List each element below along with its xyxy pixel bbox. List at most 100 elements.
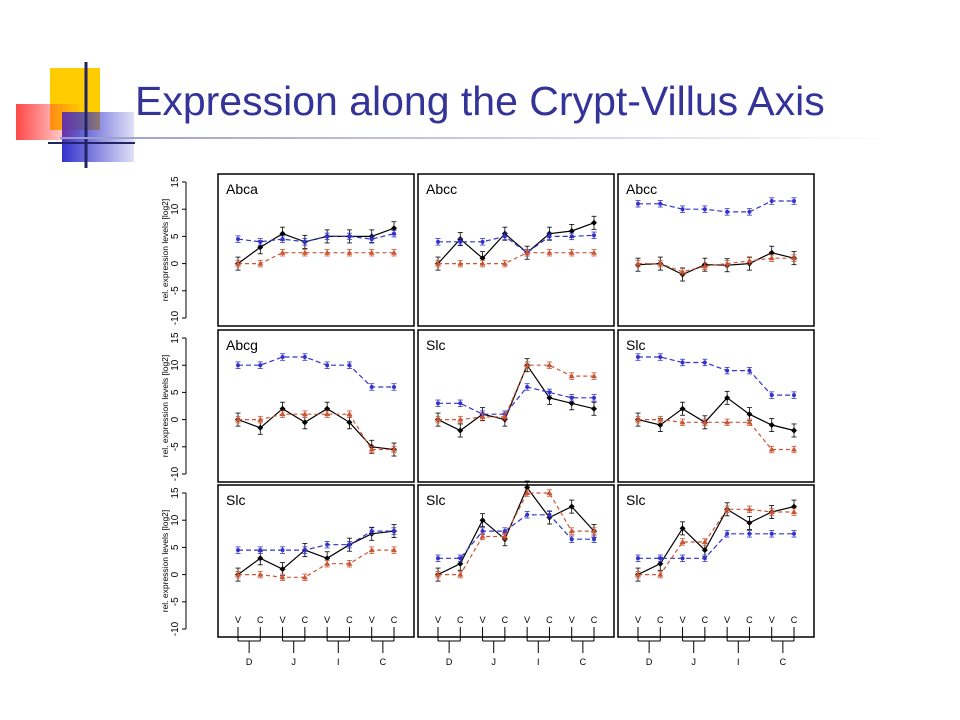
data-point	[569, 395, 574, 400]
data-point	[324, 555, 331, 562]
panel-7: Slc	[217, 484, 415, 638]
x-tick-label: V	[480, 615, 486, 625]
panel-title: Abca	[226, 181, 258, 197]
data-point	[747, 209, 752, 214]
data-point	[502, 234, 507, 239]
x-tick-label: C	[391, 615, 398, 625]
data-point	[568, 400, 575, 407]
y-tick-label: 5	[170, 233, 181, 239]
panel-title: Abcc	[426, 181, 457, 197]
segment-label: J	[491, 657, 496, 667]
data-point	[547, 512, 552, 517]
data-point	[546, 362, 553, 368]
x-tick-label: C	[746, 615, 753, 625]
series-1-line	[637, 396, 795, 432]
series-2-line	[238, 356, 394, 388]
data-point	[591, 405, 597, 412]
data-point	[479, 413, 486, 419]
data-point	[546, 249, 553, 255]
x-tick-label: C	[346, 615, 353, 625]
panel-1: Abca	[217, 173, 415, 327]
data-point	[679, 525, 686, 532]
data-point	[457, 416, 464, 422]
series-1-line	[237, 530, 395, 576]
segment-label: C	[580, 657, 587, 667]
x-axis-panel-7: V C V C V C V C D J I C	[235, 615, 398, 667]
series-2-line	[237, 233, 395, 243]
data-point	[436, 401, 440, 406]
data-point	[679, 268, 686, 274]
x-axis-panel-8: V C V C V C V C D J I C	[435, 615, 598, 667]
x-tick-label: V	[680, 615, 686, 625]
data-point	[680, 207, 685, 212]
data-point	[457, 571, 464, 577]
y-axis-label: rel. expression levels [log2]	[160, 510, 170, 613]
data-point	[679, 405, 686, 412]
x-tick-label: V	[635, 615, 641, 625]
y-tick-label: 10	[170, 359, 181, 371]
data-point	[679, 538, 686, 544]
panel-8: Slc	[417, 480, 615, 638]
x-tick-label: C	[791, 615, 798, 625]
data-point	[301, 249, 308, 255]
data-point	[591, 528, 597, 534]
data-point	[347, 542, 352, 547]
segment-label: D	[246, 657, 253, 667]
data-point	[657, 422, 664, 429]
data-point	[257, 416, 264, 422]
panel-title: Slc	[226, 492, 245, 508]
panel-frame	[417, 484, 615, 638]
data-point	[279, 411, 286, 417]
logo-graphic	[16, 62, 135, 168]
data-point	[701, 538, 708, 544]
data-point	[725, 531, 730, 536]
series-2-line	[238, 530, 394, 551]
panel-5: Slc	[417, 329, 615, 483]
x-tick-label: V	[769, 615, 775, 625]
x-tick-label: V	[435, 615, 441, 625]
data-point	[524, 249, 531, 255]
data-point	[636, 556, 640, 561]
data-point	[679, 419, 686, 425]
y-tick-label: -5	[170, 597, 181, 606]
data-point	[746, 506, 753, 512]
data-point	[391, 446, 397, 452]
data-point	[568, 373, 575, 379]
x-axis-panel-9: V C V C V C V C D J I C	[635, 615, 798, 667]
y-axis-row-3: -10 -5 0 5 10 15 rel. expression levels [log2]	[160, 487, 187, 636]
x-tick-label: C	[257, 615, 264, 625]
panel-frame	[217, 484, 415, 638]
data-point	[457, 427, 464, 434]
data-point	[525, 384, 530, 389]
data-point	[435, 416, 441, 422]
x-tick-label: V	[235, 615, 241, 625]
panel-title: Slc	[426, 492, 445, 508]
data-point	[724, 394, 731, 401]
data-point	[325, 234, 330, 239]
panel-frame	[617, 484, 815, 638]
data-point	[480, 239, 485, 244]
series-3-line	[638, 257, 794, 273]
panel-4: Abcg	[217, 329, 415, 483]
data-point	[346, 249, 353, 255]
data-point	[302, 548, 307, 553]
data-point	[458, 556, 463, 561]
data-point	[746, 257, 753, 263]
data-point	[701, 263, 708, 269]
segment-label: I	[737, 657, 740, 667]
data-point	[257, 555, 264, 562]
x-tick-label: V	[569, 615, 575, 625]
y-tick-label: 0	[170, 260, 181, 266]
series-2-line	[438, 234, 595, 254]
y-tick-label: 15	[170, 176, 181, 188]
data-point	[435, 571, 441, 577]
data-point	[346, 411, 353, 417]
data-point	[501, 260, 508, 266]
data-point	[791, 509, 797, 515]
data-point	[324, 411, 331, 417]
data-point	[725, 209, 730, 214]
data-point	[658, 556, 663, 561]
data-point	[258, 548, 263, 553]
x-tick-label: V	[524, 615, 530, 625]
data-point	[392, 231, 396, 236]
